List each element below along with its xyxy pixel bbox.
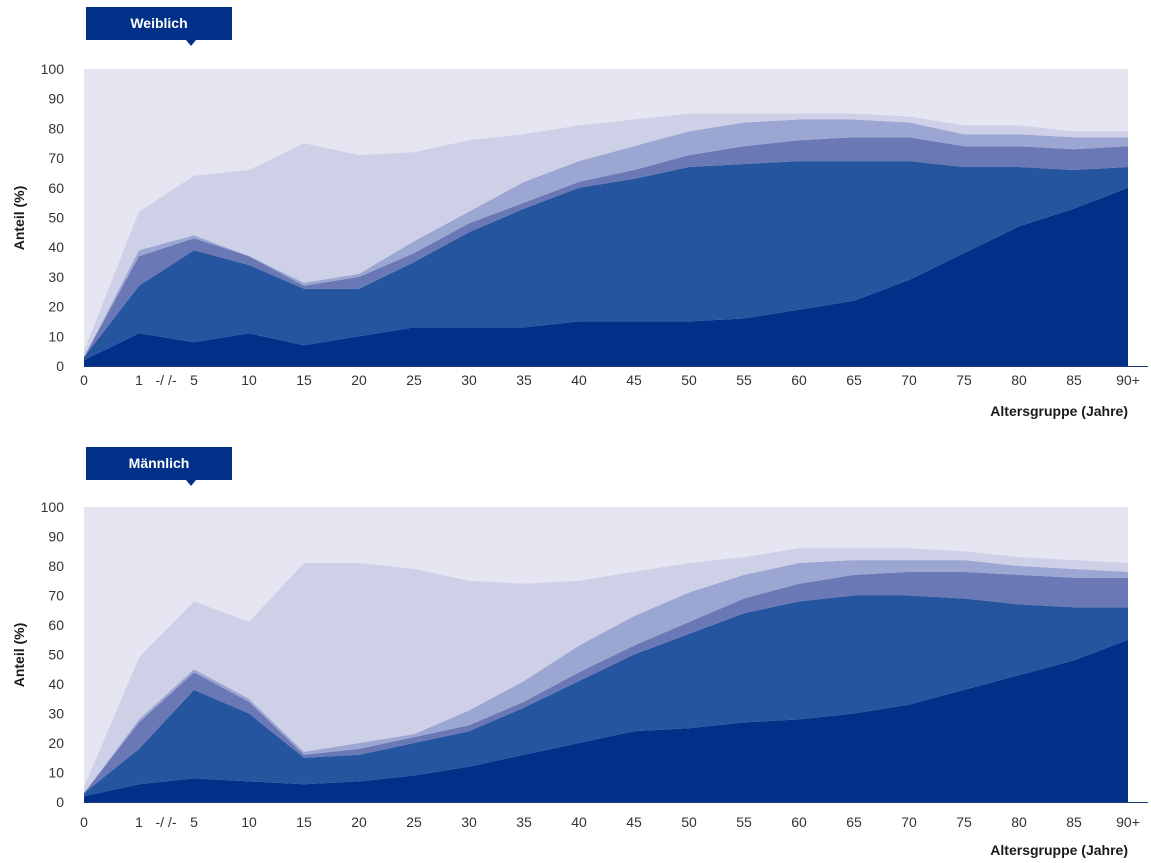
x-tick-label: 20 — [351, 814, 367, 830]
x-tick-label: 15 — [296, 814, 312, 830]
area-series-3 — [84, 571, 1128, 794]
axis-break-label: -/ /- — [156, 372, 177, 388]
x-tick-label: 65 — [846, 814, 862, 830]
y-tick-label: 50 — [48, 647, 64, 663]
x-tick-label: 45 — [626, 372, 642, 388]
y-tick-label: 30 — [48, 269, 64, 285]
x-tick-label: 45 — [626, 814, 642, 830]
x-tick-label: 30 — [461, 372, 477, 388]
chart-panel-male: Männlich — [0, 447, 1151, 863]
y-tick-label: 80 — [48, 558, 64, 574]
x-tick-label: 60 — [791, 814, 807, 830]
y-tick-label: 0 — [56, 358, 64, 374]
y-axis-label: Anteil (%) — [11, 623, 27, 688]
x-tick-label: 60 — [791, 372, 807, 388]
x-tick-label: 0 — [80, 372, 88, 388]
y-tick-label: 50 — [48, 210, 64, 226]
y-tick-label: 10 — [48, 328, 64, 344]
area-series-5 — [84, 113, 1128, 358]
x-tick-label: 90+ — [1116, 372, 1140, 388]
x-tick-label: 30 — [461, 814, 477, 830]
area-series-3 — [84, 137, 1128, 358]
x-tick-label: 50 — [681, 814, 697, 830]
x-tick-label: 75 — [956, 372, 972, 388]
x-tick-label: 15 — [296, 372, 312, 388]
x-tick-label: 85 — [1066, 814, 1082, 830]
x-tick-label: 40 — [571, 372, 587, 388]
x-tick-label: 1 — [135, 372, 143, 388]
y-tick-label: 10 — [48, 765, 64, 781]
area-series-1 — [84, 639, 1128, 802]
x-tick-label: 25 — [406, 814, 422, 830]
y-tick-label: 30 — [48, 706, 64, 722]
area-series-1 — [84, 187, 1128, 366]
x-tick-label: 50 — [681, 372, 697, 388]
x-tick-label: 90+ — [1116, 814, 1140, 830]
x-tick-label: 65 — [846, 372, 862, 388]
tag-pointer — [186, 480, 196, 486]
y-tick-label: 0 — [56, 794, 64, 810]
x-tick-label: 40 — [571, 814, 587, 830]
area-series-5 — [84, 548, 1128, 794]
y-tick-label: 60 — [48, 180, 64, 196]
y-tick-label: 40 — [48, 676, 64, 692]
y-tick-label: 70 — [48, 150, 64, 166]
x-tick-label: 70 — [901, 372, 917, 388]
x-tick-label: 55 — [736, 372, 752, 388]
x-axis-label: Altersgruppe (Jahre) — [990, 403, 1128, 419]
x-tick-label: 20 — [351, 372, 367, 388]
y-tick-label: 60 — [48, 617, 64, 633]
x-tick-label: 25 — [406, 372, 422, 388]
male-title-tag: Männlich — [86, 447, 232, 486]
y-tick-label: 100 — [41, 499, 65, 515]
y-tick-label: 90 — [48, 91, 64, 107]
y-tick-label: 20 — [48, 735, 64, 751]
x-tick-label: 70 — [901, 814, 917, 830]
chart-panel-female: Weiblich — [0, 7, 1151, 437]
x-tick-label: 80 — [1011, 372, 1027, 388]
x-tick-label: 75 — [956, 814, 972, 830]
x-axis-label: Altersgruppe (Jahre) — [990, 842, 1128, 858]
y-tick-label: 20 — [48, 299, 64, 315]
tag-pointer — [186, 40, 196, 46]
y-tick-label: 70 — [48, 588, 64, 604]
y-axis-label: Anteil (%) — [11, 186, 27, 251]
x-tick-label: 0 — [80, 814, 88, 830]
x-tick-label: 1 — [135, 814, 143, 830]
x-tick-label: 5 — [190, 372, 198, 388]
x-tick-label: 80 — [1011, 814, 1027, 830]
area-series-2 — [84, 161, 1128, 361]
x-tick-label: 55 — [736, 814, 752, 830]
axis-break-label: -/ /- — [156, 814, 177, 830]
chart-title: Männlich — [128, 455, 190, 471]
y-tick-label: 80 — [48, 120, 64, 136]
area-series-4 — [84, 119, 1128, 358]
chart-title: Weiblich — [130, 15, 188, 31]
y-tick-label: 90 — [48, 529, 64, 545]
y-tick-label: 100 — [41, 61, 65, 77]
x-tick-label: 10 — [241, 372, 257, 388]
x-tick-label: 35 — [516, 372, 532, 388]
area-series-2 — [84, 595, 1128, 797]
female-title-tag: Weiblich — [86, 7, 232, 46]
x-tick-label: 10 — [241, 814, 257, 830]
y-tick-label: 40 — [48, 239, 64, 255]
x-tick-label: 5 — [190, 814, 198, 830]
x-tick-label: 85 — [1066, 372, 1082, 388]
x-tick-label: 35 — [516, 814, 532, 830]
